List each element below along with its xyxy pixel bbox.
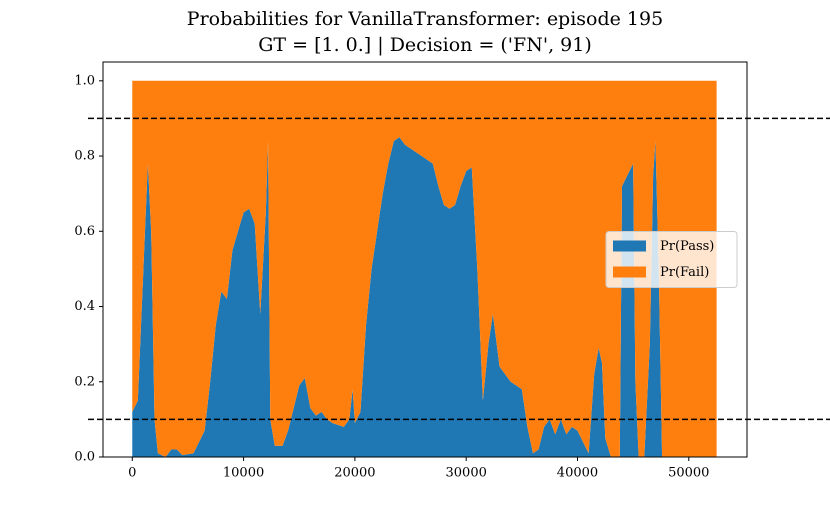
- x-tick-label: 50000: [668, 466, 709, 481]
- x-tick-label: 0: [128, 466, 136, 481]
- legend-swatch: [613, 266, 646, 278]
- plot-frame: [102, 61, 748, 458]
- y-tick-label: 0.0: [74, 450, 95, 465]
- x-tick-label: 10000: [223, 466, 264, 481]
- area: [132, 137, 717, 458]
- x-tick-label: 30000: [446, 466, 487, 481]
- y-tick-label: 0.4: [74, 299, 95, 314]
- area: [132, 80, 717, 457]
- y-tick-label: 0.2: [74, 374, 95, 389]
- legend-label: Pr(Pass): [660, 239, 714, 254]
- legend: Pr(Pass) Pr(Fail): [605, 231, 738, 288]
- y-tick-label: 1.0: [74, 73, 95, 88]
- legend-label: Pr(Fail): [660, 265, 709, 280]
- x-tick-label: 40000: [557, 466, 598, 481]
- chart-title: Probabilities for VanillaTransformer: ep…: [187, 8, 663, 30]
- legend-swatch: [613, 240, 646, 252]
- y-tick-label: 0.8: [74, 149, 95, 164]
- chart-title: GT = [1. 0.] | Decision = ('FN', 91): [258, 34, 591, 56]
- y-tick-label: 0.6: [74, 224, 95, 239]
- x-tick-label: 20000: [334, 466, 375, 481]
